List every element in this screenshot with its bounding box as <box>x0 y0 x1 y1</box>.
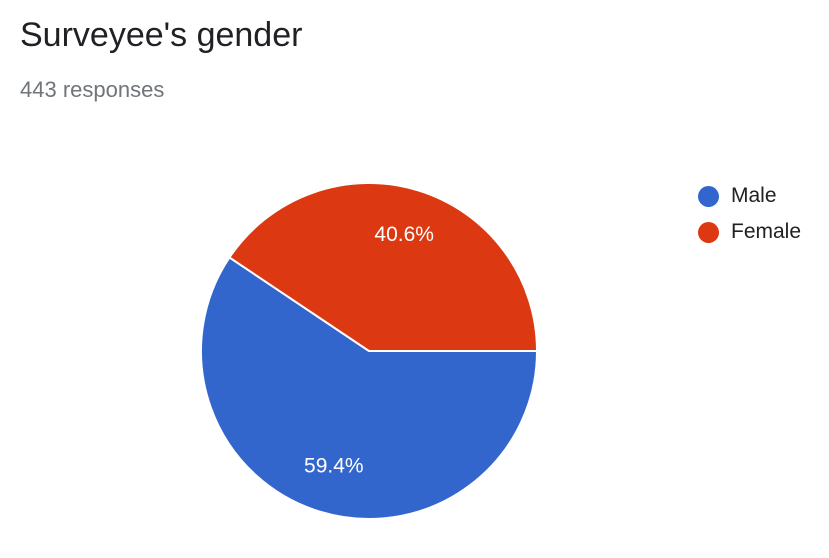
chart-title: Surveyee's gender <box>20 16 303 54</box>
legend-item-male[interactable]: Male <box>698 178 801 214</box>
pie-slice-male[interactable] <box>200 256 539 520</box>
response-count: 443 responses <box>20 77 165 102</box>
legend-label-male: Male <box>731 184 777 207</box>
slice-label-female: 40.6% <box>374 223 434 246</box>
slice-label-male: 59.4% <box>304 454 364 477</box>
legend: Male Female <box>698 178 801 250</box>
legend-swatch-male <box>698 185 719 207</box>
legend-label-female: Female <box>731 220 802 243</box>
legend-swatch-female <box>698 221 719 243</box>
legend-item-female[interactable]: Female <box>698 214 801 250</box>
pie-slice-female[interactable] <box>228 182 539 352</box>
